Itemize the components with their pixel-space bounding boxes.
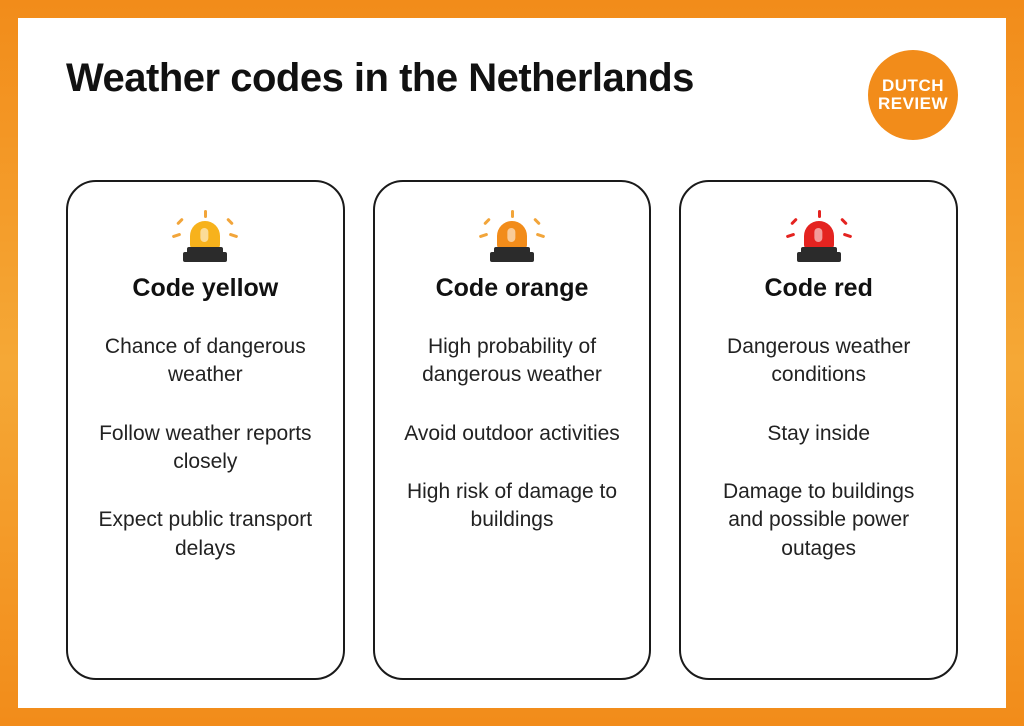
card-item: Expect public transport delays: [90, 506, 320, 563]
siren-icon-orange: [483, 206, 541, 266]
card-title-red: Code red: [765, 274, 873, 303]
card-item: Follow weather reports closely: [90, 420, 320, 477]
card-item: Stay inside: [767, 420, 870, 448]
card-item: Damage to buildings and possible power o…: [704, 478, 934, 563]
card-item: High risk of damage to buildings: [397, 478, 627, 535]
logo-text-line2: REVIEW: [878, 95, 948, 113]
header: Weather codes in the Netherlands DUTCH R…: [66, 56, 958, 140]
card-title-yellow: Code yellow: [132, 274, 278, 303]
logo-text-line1: DUTCH: [882, 77, 944, 95]
dutch-review-logo: DUTCH REVIEW: [868, 50, 958, 140]
page-title: Weather codes in the Netherlands: [66, 56, 694, 101]
card-yellow: Code yellow Chance of dangerous weather …: [66, 180, 345, 680]
siren-icon-yellow: [176, 206, 234, 266]
card-item: High probability of dangerous weather: [397, 333, 627, 390]
card-item: Avoid outdoor activities: [404, 420, 620, 448]
card-item: Chance of dangerous weather: [90, 333, 320, 390]
cards-row: Code yellow Chance of dangerous weather …: [66, 180, 958, 680]
card-red: Code red Dangerous weather conditions St…: [679, 180, 958, 680]
card-title-orange: Code orange: [436, 274, 589, 303]
infographic-frame: Weather codes in the Netherlands DUTCH R…: [18, 18, 1006, 708]
card-item: Dangerous weather conditions: [704, 333, 934, 390]
siren-icon-red: [790, 206, 848, 266]
card-orange: Code orange High probability of dangerou…: [373, 180, 652, 680]
